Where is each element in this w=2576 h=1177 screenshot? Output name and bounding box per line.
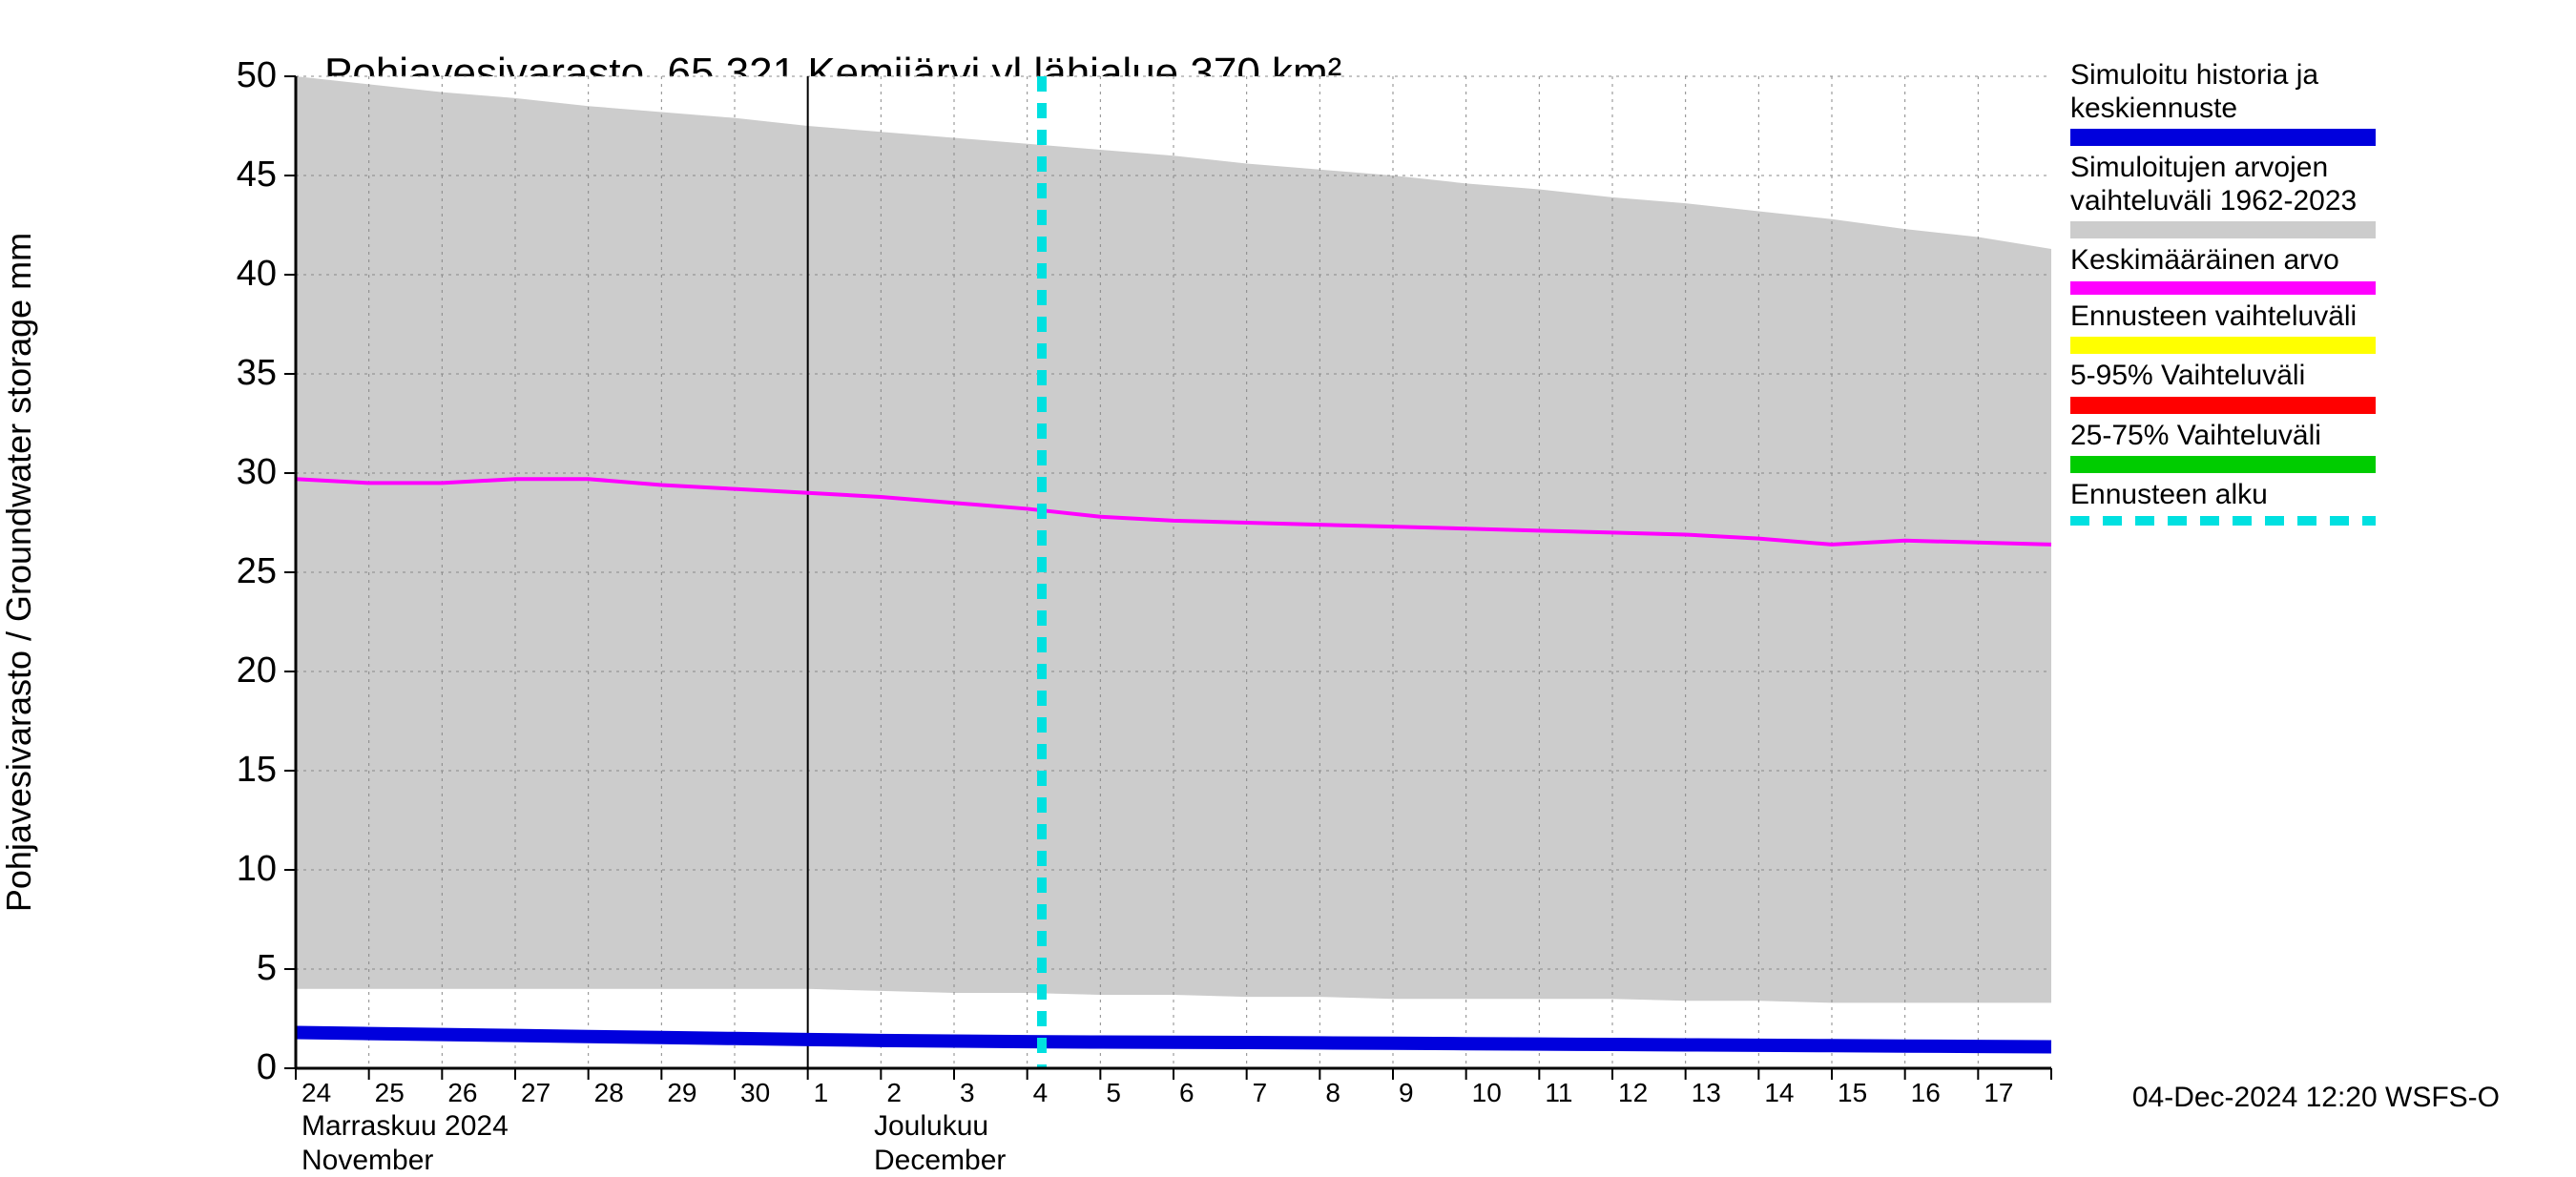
month-label-en: November: [301, 1145, 433, 1177]
x-tick: 27: [521, 1078, 551, 1108]
x-tick: 9: [1399, 1078, 1414, 1108]
legend-swatch: [2070, 129, 2376, 146]
x-tick: 14: [1764, 1078, 1794, 1108]
x-tick: 1: [814, 1078, 829, 1108]
x-tick: 16: [1911, 1078, 1941, 1108]
legend-entry: Ennusteen vaihteluväli: [2070, 300, 2376, 355]
month-label-en: December: [874, 1145, 1006, 1177]
x-tick: 24: [301, 1078, 331, 1108]
x-tick: 15: [1838, 1078, 1867, 1108]
y-tick: 45: [200, 155, 277, 196]
month-label-fi: Joulukuu: [874, 1110, 988, 1143]
legend-text: Ennusteen alku: [2070, 479, 2376, 512]
x-tick: 2: [886, 1078, 902, 1108]
x-tick: 4: [1033, 1078, 1049, 1108]
legend-swatch: [2070, 221, 2376, 238]
legend: Simuloitu historia jakeskiennusteSimuloi…: [2070, 59, 2376, 531]
y-tick: 5: [200, 948, 277, 989]
x-tick: 5: [1106, 1078, 1121, 1108]
x-tick: 25: [375, 1078, 405, 1108]
legend-swatch: [2070, 516, 2376, 526]
y-tick: 0: [200, 1047, 277, 1088]
plot-area: [296, 76, 2051, 1068]
legend-entry: 5-95% Vaihteluväli: [2070, 360, 2376, 414]
legend-text: 25-75% Vaihteluväli: [2070, 420, 2376, 453]
x-tick: 6: [1179, 1078, 1195, 1108]
y-tick: 50: [200, 55, 277, 96]
legend-swatch: [2070, 456, 2376, 473]
y-axis-label: Pohjavesivarasto / Groundwater storage m…: [0, 233, 39, 912]
x-tick: 28: [594, 1078, 624, 1108]
legend-text: 5-95% Vaihteluväli: [2070, 360, 2376, 393]
legend-text: Ennusteen vaihteluväli: [2070, 300, 2376, 334]
x-tick: 11: [1545, 1078, 1572, 1108]
chart-container: Pohjavesivarasto / Groundwater storage m…: [0, 0, 2576, 1145]
timestamp-label: 04-Dec-2024 12:20 WSFS-O: [2132, 1082, 2500, 1114]
x-tick: 17: [1984, 1078, 2013, 1108]
x-tick: 7: [1253, 1078, 1268, 1108]
legend-swatch: [2070, 281, 2376, 295]
x-tick: 10: [1472, 1078, 1502, 1108]
legend-text: Keskimääräinen arvo: [2070, 244, 2376, 278]
legend-text: keskiennuste: [2070, 93, 2376, 126]
legend-swatch: [2070, 337, 2376, 354]
y-tick: 10: [200, 849, 277, 890]
y-tick: 30: [200, 452, 277, 493]
x-tick: 26: [447, 1078, 477, 1108]
y-tick: 35: [200, 353, 277, 394]
x-tick: 13: [1692, 1078, 1721, 1108]
legend-text: vaihteluväli 1962-2023: [2070, 185, 2376, 218]
legend-entry: Keskimääräinen arvo: [2070, 244, 2376, 295]
y-tick: 15: [200, 750, 277, 791]
y-tick: 40: [200, 254, 277, 295]
y-tick: 20: [200, 650, 277, 692]
x-tick: 3: [960, 1078, 975, 1108]
legend-entry: Ennusteen alku: [2070, 479, 2376, 526]
x-tick: 29: [667, 1078, 696, 1108]
month-label-fi: Marraskuu 2024: [301, 1110, 509, 1143]
x-tick: 8: [1325, 1078, 1340, 1108]
y-tick: 25: [200, 551, 277, 592]
legend-entry: 25-75% Vaihteluväli: [2070, 420, 2376, 474]
legend-text: Simuloitu historia ja: [2070, 59, 2376, 93]
legend-text: Simuloitujen arvojen: [2070, 152, 2376, 185]
x-tick: 30: [740, 1078, 770, 1108]
x-tick: 12: [1618, 1078, 1648, 1108]
legend-entry: Simuloitu historia jakeskiennuste: [2070, 59, 2376, 146]
legend-entry: Simuloitujen arvojenvaihteluväli 1962-20…: [2070, 152, 2376, 238]
legend-swatch: [2070, 397, 2376, 414]
